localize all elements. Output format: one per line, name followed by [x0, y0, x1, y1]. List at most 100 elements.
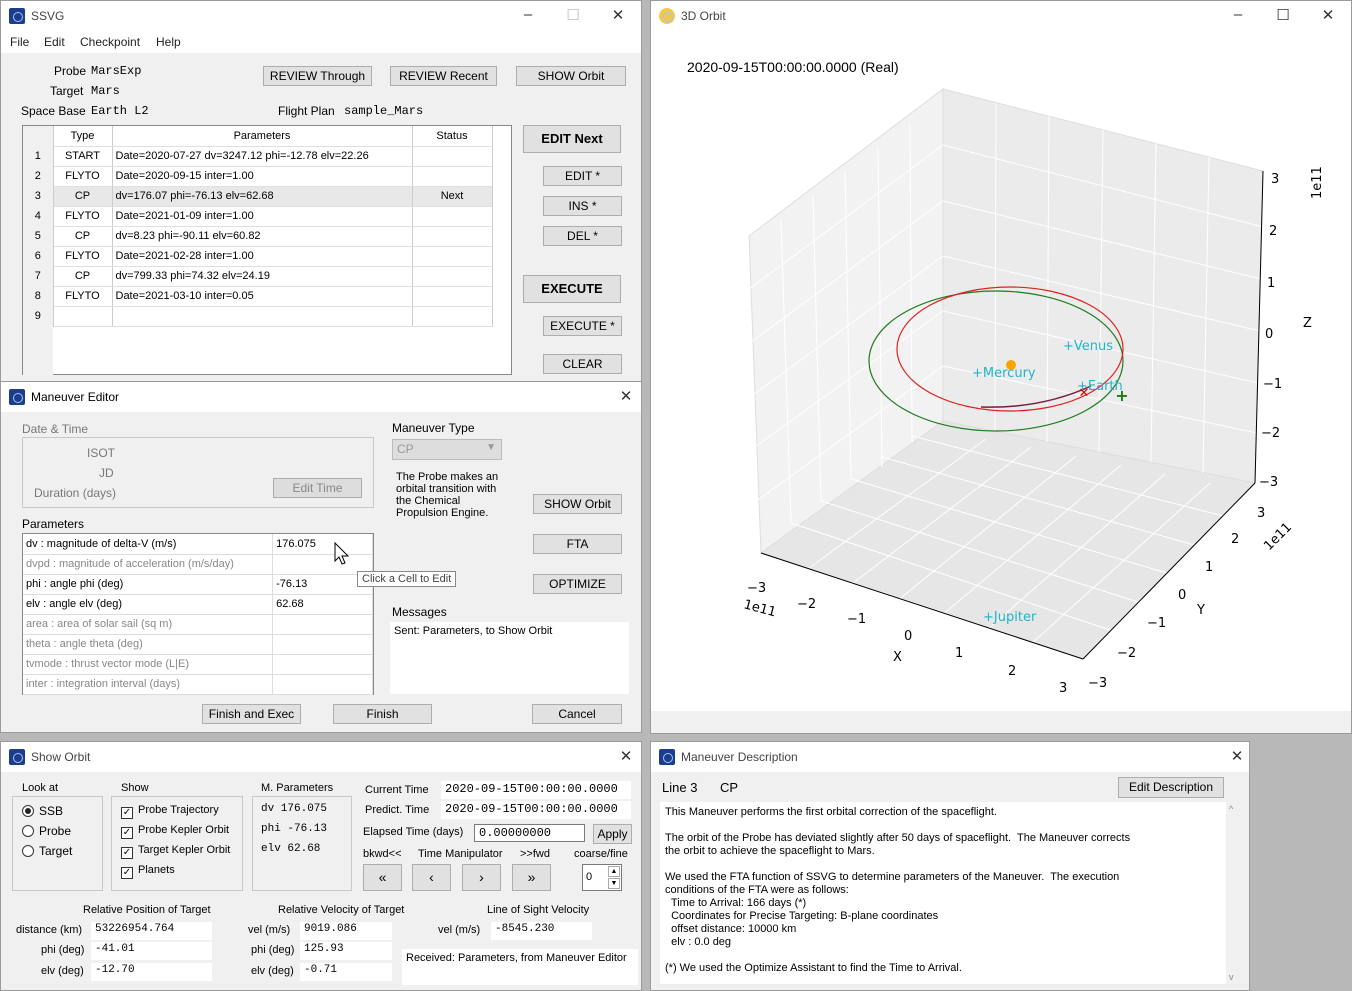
execute-star-button[interactable]: EXECUTE * — [543, 316, 622, 336]
table-row[interactable]: 5 CP dv=8.23 phi=-90.11 elv=60.82 — [23, 226, 493, 247]
coarse-fine-spinner[interactable]: 0 ▲ ▼ — [582, 864, 622, 891]
fta-button[interactable]: FTA — [533, 534, 622, 554]
isot-label: ISOT — [87, 446, 116, 460]
menu-help[interactable]: Help — [156, 35, 181, 49]
spin-down-icon[interactable]: ▼ — [608, 878, 620, 889]
rv-vel-label: vel (m/s) — [248, 924, 291, 936]
vertical-scrollbar[interactable]: ^ v — [1226, 802, 1241, 984]
table-row[interactable]: 9 — [23, 306, 493, 327]
table-row[interactable]: 2 FLYTO Date=2020-09-15 inter=1.00 — [23, 166, 493, 187]
radio-probe[interactable]: Probe — [22, 824, 71, 838]
edit-time-button[interactable]: Edit Time — [273, 478, 362, 498]
table-row-selected[interactable]: 3 CP dv=176.07 phi=-76.13 elv=62.68 Next — [23, 186, 493, 207]
fast-backward-button[interactable]: « — [363, 864, 402, 891]
m-parameters-label: M. Parameters — [261, 782, 334, 794]
menu-checkpoint[interactable]: Checkpoint — [80, 35, 141, 49]
execute-button[interactable]: EXECUTE — [523, 275, 621, 303]
y-axis-line — [1082, 482, 1256, 660]
show-orbit-button[interactable]: SHOW Orbit — [533, 494, 622, 514]
jd-label: JD — [99, 466, 114, 480]
table-row[interactable]: 7 CP dv=799.33 phi=74.32 elv=24.19 — [23, 266, 493, 287]
table-row[interactable]: 6 FLYTO Date=2021-02-28 inter=1.00 — [23, 246, 493, 267]
ssvg-app-icon — [9, 8, 25, 24]
table-row[interactable]: 4 FLYTO Date=2021-01-09 inter=1.00 — [23, 206, 493, 227]
predict-time-label: Predict. Time — [365, 804, 430, 816]
close-icon[interactable]: ✕ — [611, 7, 625, 24]
finish-button[interactable]: Finish — [333, 704, 432, 724]
step-backward-button[interactable]: ‹ — [412, 864, 451, 891]
check-probe-kepler-orbit[interactable]: ✓ Probe Kepler Orbit — [121, 824, 230, 839]
param-row[interactable]: elv : angle elv (deg) 62.68 — [23, 594, 373, 615]
maneuver-type-select[interactable]: CP ▼ — [392, 439, 502, 460]
x-exponent: 1e11 — [742, 597, 778, 620]
look-at-label: Look at — [22, 782, 59, 794]
minimize-icon[interactable]: – — [523, 6, 533, 23]
optimize-button[interactable]: OPTIMIZE — [533, 574, 622, 594]
messages-box: Sent: Parameters, to Show Orbit — [390, 622, 629, 694]
checkbox-checked-icon: ✓ — [121, 807, 133, 819]
param-row[interactable]: phi : angle phi (deg) -76.13 — [23, 574, 373, 595]
radio-ssb[interactable]: SSB — [22, 804, 63, 818]
table-row[interactable]: 1 START Date=2020-07-27 dv=3247.12 phi=-12… — [23, 146, 493, 167]
param-row[interactable]: inter : integration interval (days) — [23, 674, 373, 695]
orbit-window: 3D Orbit – ☐ ✕ ✕ + — [650, 0, 1352, 734]
edit-next-button[interactable]: EDIT Next — [523, 125, 621, 153]
apply-button[interactable]: Apply — [593, 824, 632, 844]
param-row[interactable]: dvpd : magnitude of acceleration (m/s/da… — [23, 554, 373, 575]
rp-phi-label: phi (deg) — [41, 944, 85, 956]
close-icon[interactable]: ✕ — [619, 388, 633, 405]
check-planets[interactable]: ✓ Planets — [121, 864, 175, 879]
editor-titlebar: Maneuver Editor ✕ — [1, 382, 641, 412]
venus-label: +Venus — [1063, 339, 1113, 354]
param-row[interactable]: tvmode : thrust vector mode (L|E) — [23, 654, 373, 675]
x-axis-line — [760, 552, 1084, 660]
ssvg-title: SSVG — [31, 9, 65, 23]
menu-file[interactable]: File — [10, 35, 30, 49]
clear-button[interactable]: CLEAR — [543, 354, 622, 374]
step-forward-button[interactable]: › — [462, 864, 501, 891]
spin-up-icon[interactable]: ▲ — [608, 866, 620, 877]
editor-title: Maneuver Editor — [31, 390, 120, 404]
table-row[interactable]: 8 FLYTO Date=2021-03-10 inter=0.05 — [23, 286, 493, 307]
z-axis-line — [1254, 170, 1264, 484]
close-icon[interactable]: ✕ — [1230, 748, 1244, 765]
target-label: Target — [50, 84, 84, 98]
show-orbit-window: Show Orbit ✕ Look at SSB Probe Target Sh… — [0, 741, 642, 991]
current-time-label: Current Time — [365, 784, 429, 796]
editor-app-icon — [9, 389, 25, 405]
grid-lines — [748, 102, 1264, 653]
scroll-up-icon[interactable]: ^ — [1229, 804, 1234, 814]
orbit-plot[interactable]: ✕ + +Venus +Mercury +Earth +Jupiter 3 2 … — [651, 31, 1351, 711]
ins-button[interactable]: INS * — [543, 196, 622, 216]
review-through-button[interactable]: REVIEW Through — [263, 66, 372, 86]
param-row[interactable]: theta : angle theta (deg) — [23, 634, 373, 655]
received-message: Received: Parameters, from Maneuver Edit… — [402, 949, 638, 985]
cancel-button[interactable]: Cancel — [532, 704, 622, 724]
edit-description-button[interactable]: Edit Description — [1118, 777, 1224, 798]
orbit-canvas[interactable]: ✕ + +Venus +Mercury +Earth +Jupiter 3 2 … — [651, 31, 1351, 711]
show-orbit-button[interactable]: SHOW Orbit — [516, 66, 626, 86]
maneuver-editor-window: Maneuver Editor ✕ Date & Time ISOT JD Du… — [0, 381, 642, 733]
check-probe-trajectory[interactable]: ✓ Probe Trajectory — [121, 804, 219, 819]
minimize-icon[interactable]: – — [1233, 6, 1243, 23]
del-button[interactable]: DEL * — [543, 226, 622, 246]
close-icon[interactable]: ✕ — [619, 748, 633, 765]
review-recent-button[interactable]: REVIEW Recent — [390, 66, 497, 86]
flight-plan-table: Type Parameters Status 1 START Date=2020-0… — [22, 125, 512, 376]
finish-and-exec-button[interactable]: Finish and Exec — [202, 704, 301, 724]
check-target-kepler-orbit[interactable]: ✓ Target Kepler Orbit — [121, 844, 231, 859]
scroll-down-icon[interactable]: v — [1229, 972, 1234, 982]
parameters-label: Parameters — [22, 517, 85, 531]
mp-dv: dv 176.075 — [261, 803, 328, 815]
fast-forward-button[interactable]: » — [512, 864, 551, 891]
menu-edit[interactable]: Edit — [44, 35, 65, 49]
radio-target[interactable]: Target — [22, 844, 72, 858]
edit-button[interactable]: EDIT * — [543, 166, 622, 186]
x-tick: −3 — [747, 581, 766, 596]
elapsed-time-input[interactable]: 0.00000000 — [474, 824, 585, 842]
look-at-group — [12, 796, 103, 891]
close-icon[interactable]: ✕ — [1321, 7, 1335, 24]
maximize-icon[interactable]: ☐ — [1276, 7, 1290, 24]
param-row[interactable]: dv : magnitude of delta-V (m/s) 176.075 — [23, 534, 373, 555]
param-row[interactable]: area : area of solar sail (sq m) — [23, 614, 373, 635]
